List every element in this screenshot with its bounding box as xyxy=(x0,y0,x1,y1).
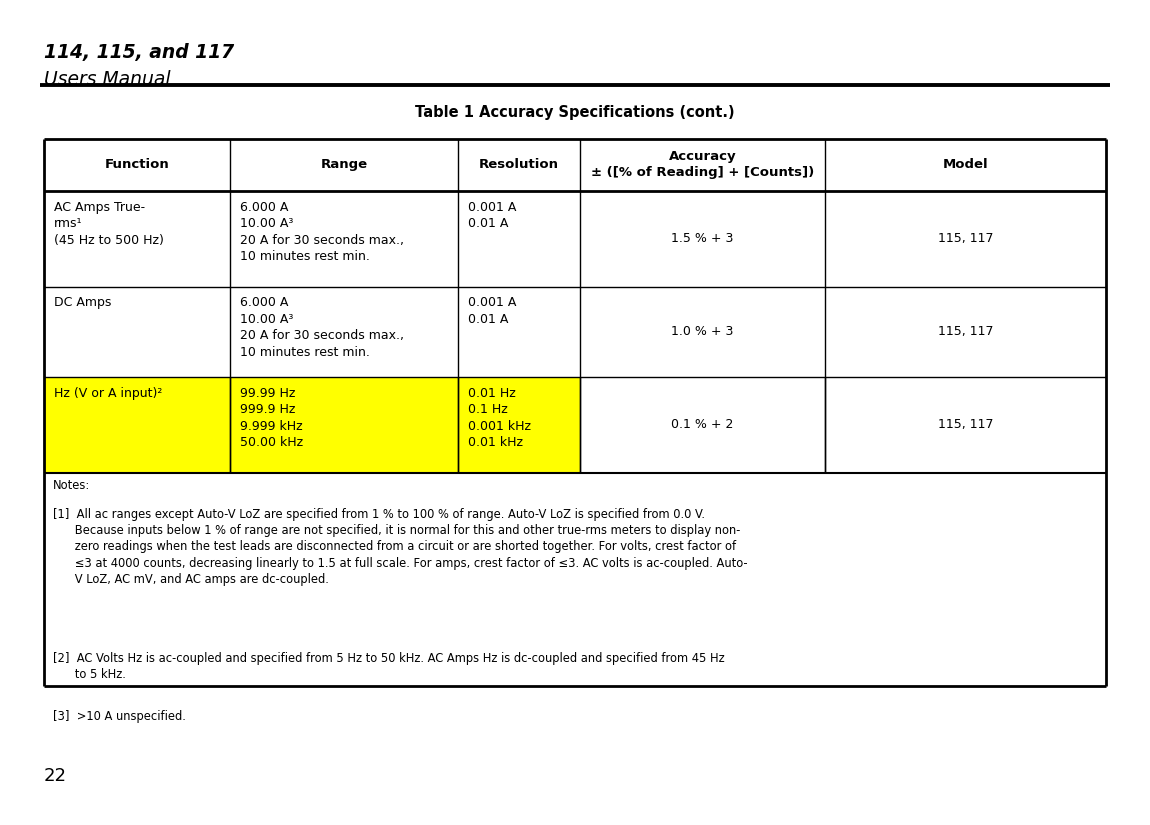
Text: 0.001 A
0.01 A: 0.001 A 0.01 A xyxy=(468,296,516,326)
Text: 0.1 % + 2: 0.1 % + 2 xyxy=(672,418,734,431)
Text: Table 1 Accuracy Specifications (cont.): Table 1 Accuracy Specifications (cont.) xyxy=(415,105,735,120)
Text: [3]  >10 A unspecified.: [3] >10 A unspecified. xyxy=(53,710,186,723)
Text: Users Manual: Users Manual xyxy=(44,70,170,89)
Text: Hz (V or A input)²: Hz (V or A input)² xyxy=(54,387,162,400)
Text: Resolution: Resolution xyxy=(480,158,559,171)
Text: AC Amps True-
rms¹
(45 Hz to 500 Hz): AC Amps True- rms¹ (45 Hz to 500 Hz) xyxy=(54,200,164,247)
Text: [1]  All ac ranges except Auto-V LoZ are specified from 1 % to 100 % of range. A: [1] All ac ranges except Auto-V LoZ are … xyxy=(53,508,748,586)
Text: 1.5 % + 3: 1.5 % + 3 xyxy=(672,232,734,245)
Text: Function: Function xyxy=(105,158,169,171)
Text: 6.000 A
10.00 A³
20 A for 30 seconds max.,
10 minutes rest min.: 6.000 A 10.00 A³ 20 A for 30 seconds max… xyxy=(240,200,404,263)
Text: Notes:: Notes: xyxy=(53,479,91,493)
Text: 115, 117: 115, 117 xyxy=(937,325,994,338)
Text: 6.000 A
10.00 A³
20 A for 30 seconds max.,
10 minutes rest min.: 6.000 A 10.00 A³ 20 A for 30 seconds max… xyxy=(240,296,404,359)
Text: 114, 115, and 117: 114, 115, and 117 xyxy=(44,43,233,62)
Text: Accuracy
± ([% of Reading] + [Counts]): Accuracy ± ([% of Reading] + [Counts]) xyxy=(591,150,814,179)
Text: 22: 22 xyxy=(44,767,67,785)
Text: DC Amps: DC Amps xyxy=(54,296,112,309)
Text: 0.01 Hz
0.1 Hz
0.001 kHz
0.01 kHz: 0.01 Hz 0.1 Hz 0.001 kHz 0.01 kHz xyxy=(468,387,531,450)
Text: Range: Range xyxy=(321,158,368,171)
Text: 115, 117: 115, 117 xyxy=(937,418,994,431)
Text: Model: Model xyxy=(943,158,988,171)
Text: 115, 117: 115, 117 xyxy=(937,232,994,245)
Text: 1.0 % + 3: 1.0 % + 3 xyxy=(672,325,734,338)
Text: [2]  AC Volts Hz is ac-coupled and specified from 5 Hz to 50 kHz. AC Amps Hz is : [2] AC Volts Hz is ac-coupled and specif… xyxy=(53,653,724,681)
Text: 99.99 Hz
999.9 Hz
9.999 kHz
50.00 kHz: 99.99 Hz 999.9 Hz 9.999 kHz 50.00 kHz xyxy=(240,387,304,450)
Text: 0.001 A
0.01 A: 0.001 A 0.01 A xyxy=(468,200,516,230)
